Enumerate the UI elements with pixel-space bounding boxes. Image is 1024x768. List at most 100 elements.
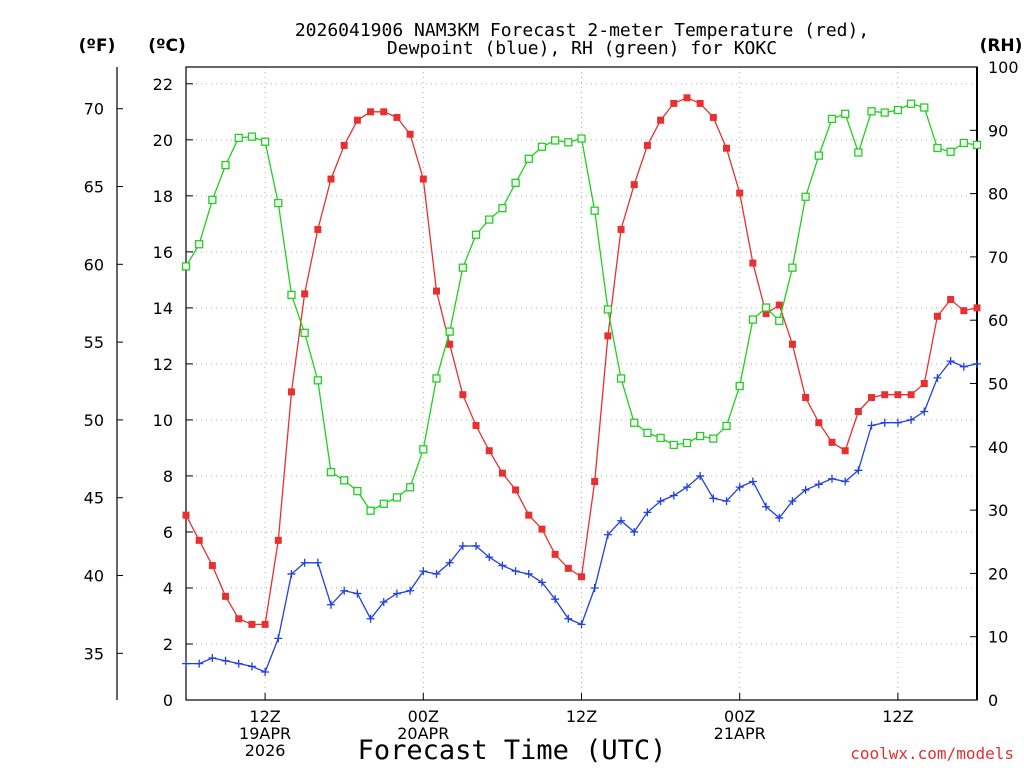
dewpoint-point <box>933 373 942 382</box>
temperature-point <box>353 116 361 124</box>
temperature-point <box>947 295 955 303</box>
dewpoint-point <box>313 558 322 567</box>
temperature-point <box>960 307 968 315</box>
temperature-point <box>485 447 493 455</box>
dewpoint-point <box>208 653 217 662</box>
temperature-point <box>274 536 282 544</box>
dewpoint-point <box>814 480 823 489</box>
fahrenheit-tick-label: 45 <box>84 489 104 508</box>
temperature-point <box>894 391 902 399</box>
temperature-point <box>287 388 295 396</box>
rh-point <box>181 262 191 271</box>
temperature-point <box>498 469 506 477</box>
rh-point <box>972 140 982 150</box>
dewpoint-point <box>801 485 810 494</box>
rh-point <box>893 105 903 115</box>
rh-point <box>603 305 613 314</box>
chart-title-line2: Dewpoint (blue), RH (green) for KOKC <box>387 38 777 59</box>
temperature-point <box>367 108 375 116</box>
dewpoint-point <box>287 569 296 578</box>
temperature-point <box>578 573 585 581</box>
fahrenheit-tick-label: 65 <box>84 178 104 197</box>
rh-point <box>564 138 573 147</box>
dewpoint-point <box>893 418 902 427</box>
fahrenheit-tick-label: 55 <box>84 333 104 352</box>
rh-point <box>234 133 243 143</box>
temperature-point <box>696 99 704 107</box>
temperature-point <box>907 391 915 399</box>
rh-point <box>933 143 942 153</box>
temperature-point <box>802 394 810 402</box>
celsius-tick-label: 8 <box>163 467 173 486</box>
temperature-point <box>749 259 757 267</box>
celsius-unit-label: (ºC) <box>148 36 186 56</box>
celsius-tick-label: 0 <box>163 691 173 710</box>
celsius-tick-label: 18 <box>153 187 173 206</box>
rh-point <box>340 476 349 485</box>
dewpoint-point <box>485 553 494 562</box>
dewpoint-point <box>907 415 916 424</box>
dewpoint-point <box>551 595 560 604</box>
temperature-point <box>854 408 862 416</box>
rh-tick-label: 0 <box>988 691 998 710</box>
dewpoint-point <box>353 589 362 598</box>
rh-point <box>630 418 639 427</box>
temperature-point <box>643 141 651 149</box>
temperature-point <box>604 332 612 340</box>
rh-point <box>313 376 322 385</box>
rh-tick-label: 90 <box>988 121 1008 140</box>
temperature-point <box>881 391 889 399</box>
x-axis-title: Forecast Time (UTC) <box>358 735 667 766</box>
rh-point <box>537 142 547 151</box>
dewpoint-point <box>221 656 230 665</box>
temperature-point <box>261 620 269 628</box>
x-tick-label: 19APR <box>239 724 291 743</box>
temperature-point <box>301 290 309 298</box>
rh-tick-label: 100 <box>988 58 1019 77</box>
temperature-point <box>973 304 981 312</box>
dewpoint-point <box>682 483 691 492</box>
rh-point <box>195 240 204 249</box>
temperature-point <box>762 309 770 317</box>
dewpoint-point <box>247 662 256 671</box>
temperature-point <box>591 478 599 486</box>
dewpoint-point <box>406 586 415 595</box>
rh-point <box>392 493 402 502</box>
rh-point <box>827 114 837 124</box>
fahrenheit-tick-label: 40 <box>84 567 104 586</box>
fahrenheit-tick-label: 50 <box>84 411 104 430</box>
dewpoint-point <box>340 586 349 595</box>
rh-point <box>880 108 889 117</box>
rh-point <box>445 327 454 336</box>
rh-point <box>656 433 665 443</box>
fahrenheit-tick-label: 70 <box>84 100 104 119</box>
dewpoint-point <box>458 541 467 550</box>
temperature-point <box>208 562 216 570</box>
rh-point <box>287 290 296 300</box>
rh-tick-label: 30 <box>988 501 1008 520</box>
dewpoint-point <box>748 477 757 486</box>
rh-point <box>946 147 955 156</box>
rh-point <box>867 107 876 116</box>
dewpoint-point <box>696 471 705 480</box>
rh-unit-label: (RH) <box>980 36 1023 56</box>
dewpoint-point <box>920 407 929 416</box>
temperature-point <box>736 189 744 197</box>
dewpoint-point <box>630 527 639 536</box>
x-tick-label: 20APR <box>397 724 449 743</box>
temperature-point <box>314 225 322 233</box>
rh-point <box>458 263 468 272</box>
dewpoint-point <box>274 634 283 643</box>
temperature-point <box>723 144 731 152</box>
temperature-point <box>920 380 928 387</box>
temperature-point <box>446 340 454 348</box>
temperature-point <box>235 615 243 623</box>
rh-point <box>814 151 823 160</box>
rh-tick-label: 40 <box>988 438 1008 457</box>
dewpoint-point <box>709 494 718 503</box>
temperature-point <box>670 99 678 107</box>
fahrenheit-tick-label: 35 <box>84 644 104 663</box>
rh-point <box>326 467 336 477</box>
temperature-point <box>841 447 849 455</box>
